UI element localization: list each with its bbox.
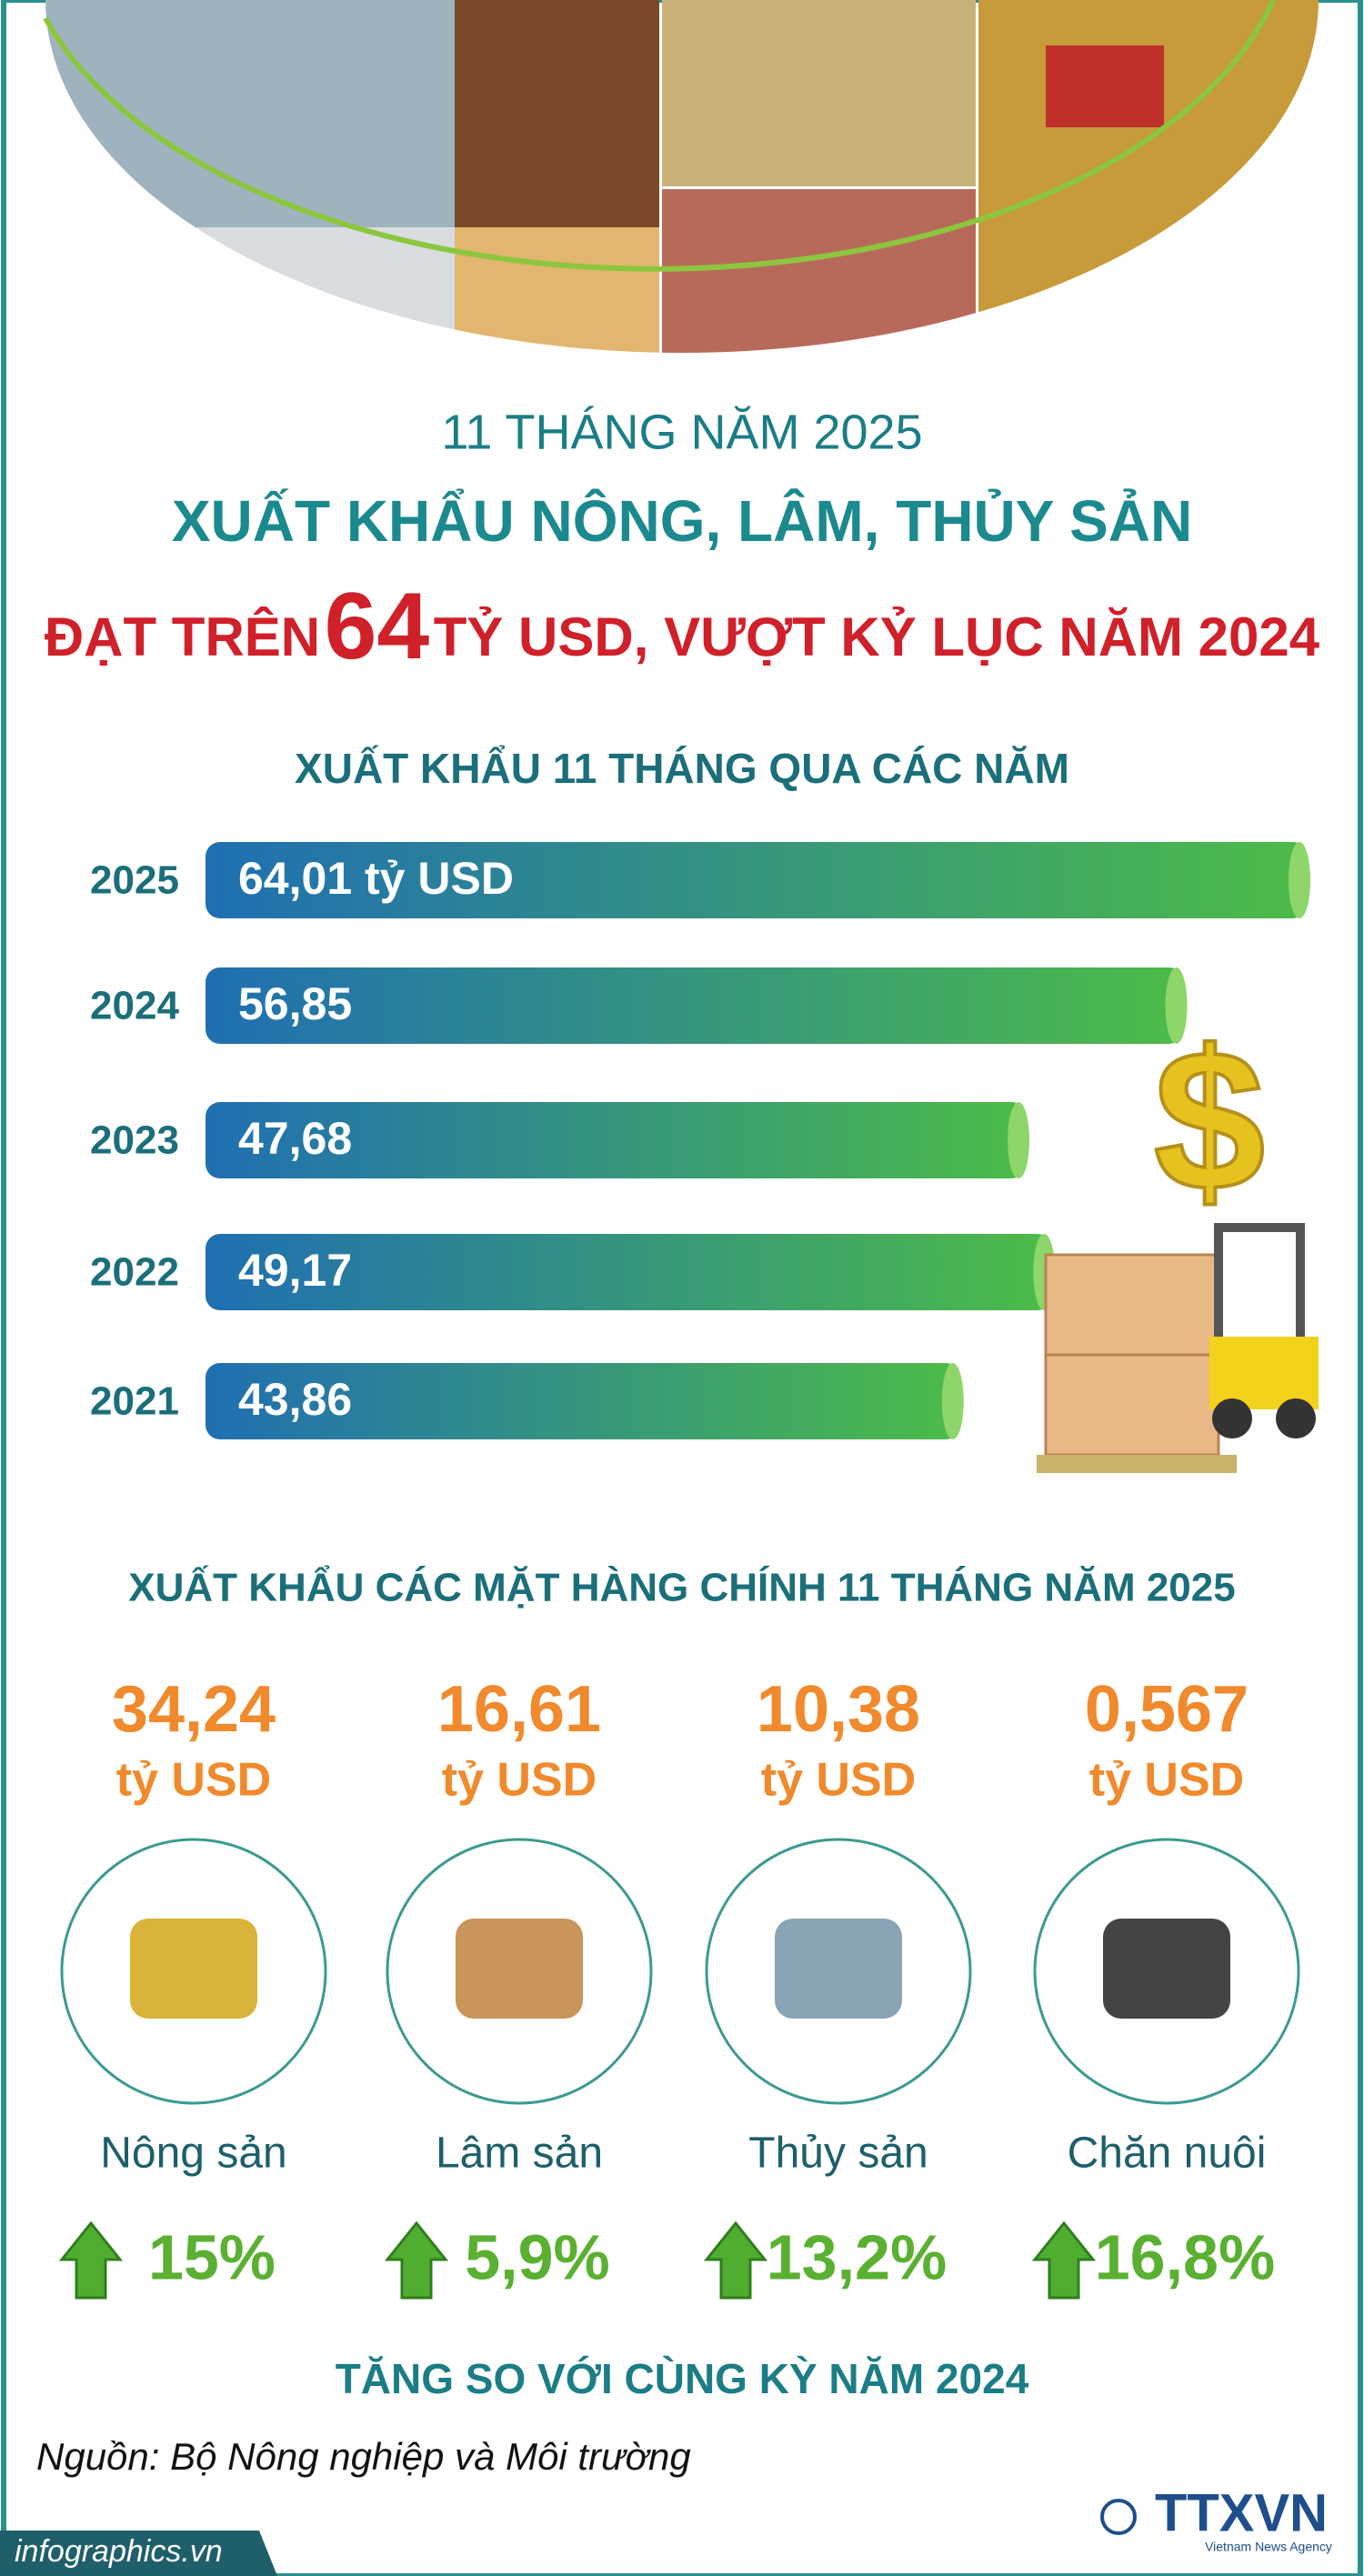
wheel xyxy=(1212,1398,1252,1438)
products-title: XUẤT KHẨU CÁC MẶT HÀNG CHÍNH 11 THÁNG NĂ… xyxy=(128,1564,1235,1610)
logo: TTXVN xyxy=(1155,2483,1328,2542)
product-value: 0,567 xyxy=(1085,1673,1249,1746)
forklift-body xyxy=(1209,1337,1319,1409)
growth-arrow xyxy=(1031,2220,1097,2300)
product-unit: tỷ USD xyxy=(1089,1754,1244,1807)
product-growth: 15% xyxy=(148,2221,276,2292)
products-note: TĂNG SO VỚI CÙNG KỲ NĂM 2024 xyxy=(336,2355,1029,2402)
category-label: 2021 xyxy=(90,1379,179,1424)
subtitle-suffix: TỶ USD, VƯỢT KỶ LỤC NĂM 2024 xyxy=(434,606,1320,667)
site: infographics.vn xyxy=(15,2534,223,2569)
value-label: 43,86 xyxy=(238,1374,352,1425)
bar-cap xyxy=(1008,1102,1030,1178)
category-label: 2025 xyxy=(90,858,179,903)
bar xyxy=(206,1234,1052,1310)
wheel xyxy=(1276,1398,1316,1438)
value-label: 64,01 tỷ USD xyxy=(238,853,514,904)
copyright-icon xyxy=(1100,2499,1137,2535)
bar-cap xyxy=(941,1363,964,1439)
product-unit: tỷ USD xyxy=(761,1754,916,1807)
photo-rice xyxy=(662,0,976,186)
photo-market xyxy=(662,189,976,353)
bar-chart: 2025 64,01 tỷ USD 2024 56,85 2023 47,68 2022 49… xyxy=(90,842,1310,1439)
category-label: 2024 xyxy=(90,984,179,1028)
value-label: 47,68 xyxy=(238,1113,352,1164)
product-value: 10,38 xyxy=(757,1673,920,1746)
product-name: Thủy sản xyxy=(748,2130,928,2178)
harvester xyxy=(1046,45,1164,127)
product-icon xyxy=(130,1919,257,2019)
product-icon xyxy=(1103,1919,1230,2019)
product-icon xyxy=(775,1919,902,2019)
logo-caption: Vietnam News Agency xyxy=(1205,2540,1332,2554)
dollar-sign: $ xyxy=(1154,1008,1265,1232)
source: Nguồn: Bộ Nông nghiệp và Môi trường xyxy=(36,2435,691,2478)
products: 34,24 tỷ USD Nông sản 15% 16,61 tỷ USD Lâm sản… xyxy=(58,1673,1300,2300)
product-growth: 13,2% xyxy=(767,2221,947,2292)
growth-arrow xyxy=(703,2220,768,2300)
product-unit: tỷ USD xyxy=(442,1754,597,1807)
growth-arrow xyxy=(384,2220,449,2300)
bar-cap xyxy=(1165,967,1188,1044)
photo-coffee xyxy=(455,0,659,227)
subtitle: ĐẠT TRÊN 64 TỶ USD, VƯỢT KỶ LỤC NĂM 2024 xyxy=(45,574,1320,679)
bar xyxy=(206,1363,960,1439)
pallet xyxy=(1037,1455,1237,1473)
value-label: 56,85 xyxy=(238,978,352,1029)
subtitle-number: 64 xyxy=(325,574,430,679)
category-label: 2023 xyxy=(90,1118,179,1163)
headline: XUẤT KHẨU NÔNG, LÂM, THỦY SẢN xyxy=(172,487,1192,554)
chart-title: XUẤT KHẨU 11 THÁNG QUA CÁC NĂM xyxy=(295,745,1069,792)
bar-cap xyxy=(1289,842,1310,918)
growth-arrow xyxy=(58,2220,124,2300)
bar xyxy=(206,1102,1027,1178)
product-growth: 16,8% xyxy=(1095,2221,1275,2292)
value-label: 49,17 xyxy=(238,1245,352,1296)
product-name: Nông sản xyxy=(100,2130,286,2178)
product-icon xyxy=(456,1919,583,2019)
product-unit: tỷ USD xyxy=(116,1754,271,1807)
product-growth: 5,9% xyxy=(465,2221,610,2292)
site-band xyxy=(0,2531,277,2576)
subtitle-prefix: ĐẠT TRÊN xyxy=(45,606,320,667)
bar xyxy=(206,842,1307,918)
period: 11 THÁNG NĂM 2025 xyxy=(441,405,922,459)
bar xyxy=(206,967,1184,1044)
product-name: Lâm sản xyxy=(436,2130,603,2178)
product-value: 16,61 xyxy=(437,1673,601,1746)
forklift-illustration: $ xyxy=(1037,1007,1319,1473)
product-name: Chăn nuôi xyxy=(1068,2130,1267,2178)
category-label: 2022 xyxy=(90,1250,179,1295)
dome-edge xyxy=(43,0,1276,272)
product-value: 34,24 xyxy=(112,1673,276,1746)
photo-wood xyxy=(455,227,659,353)
